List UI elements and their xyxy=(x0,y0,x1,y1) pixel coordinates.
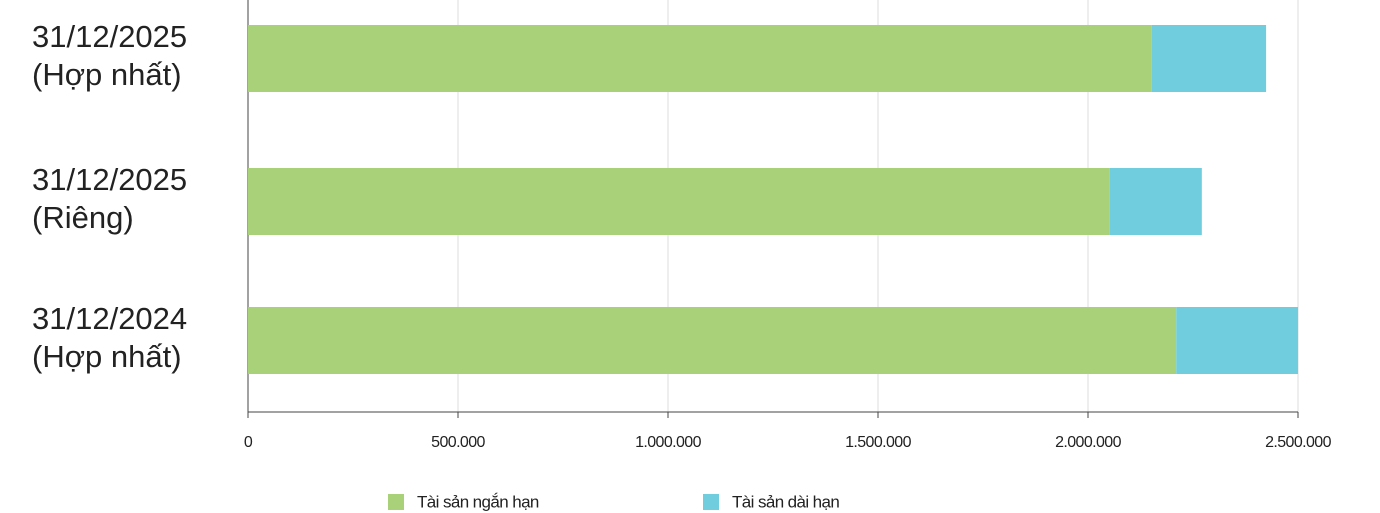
x-tick-label: 1.500.000 xyxy=(845,434,911,451)
category-label: 31/12/2025 xyxy=(32,162,187,197)
x-tick-label: 500.000 xyxy=(431,434,485,451)
bar-segment xyxy=(248,307,1177,374)
bar-segment xyxy=(1151,25,1267,92)
category-label: (Hợp nhất) xyxy=(32,339,182,374)
legend-label: Tài sản ngắn hạn xyxy=(417,492,539,511)
bar-segment xyxy=(248,168,1110,235)
bar-segment xyxy=(1109,168,1202,235)
category-label: (Riêng) xyxy=(32,200,134,235)
x-tick-label: 2.500.000 xyxy=(1265,434,1331,451)
category-label: 31/12/2025 xyxy=(32,19,187,54)
category-label: (Hợp nhất) xyxy=(32,57,182,92)
legend-swatch xyxy=(388,494,404,510)
legend-swatch xyxy=(703,494,719,510)
x-tick-label: 1.000.000 xyxy=(635,434,701,451)
bar-segment xyxy=(1176,307,1298,374)
x-tick-label: 2.000.000 xyxy=(1055,434,1121,451)
x-tick-label: 0 xyxy=(244,434,253,451)
category-label: 31/12/2024 xyxy=(32,301,187,336)
bar-segment xyxy=(248,25,1152,92)
legend-label: Tài sản dài hạn xyxy=(732,492,839,511)
